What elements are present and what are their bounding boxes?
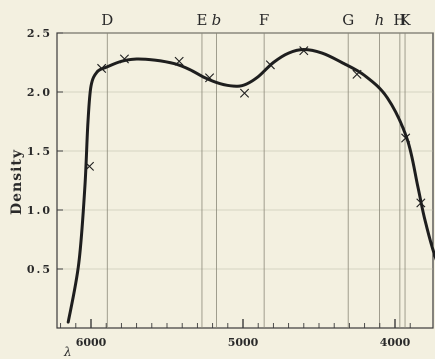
fraunhofer-label-D: D xyxy=(101,11,113,29)
y-tick-label: 1.0 xyxy=(27,204,52,217)
fraunhofer-label-H: H xyxy=(393,11,406,29)
density-curve xyxy=(66,48,435,324)
data-point-marker xyxy=(119,54,130,64)
data-point-marker xyxy=(84,161,95,171)
y-axis-label: Density xyxy=(9,149,25,215)
fraunhofer-label-E: E xyxy=(196,11,207,29)
plot-border xyxy=(56,32,434,329)
fraunhofer-label-b: b xyxy=(212,11,222,29)
y-tick-label: 2.0 xyxy=(27,86,52,99)
fraunhofer-label-G: G xyxy=(342,11,354,29)
plot-frame xyxy=(56,32,434,329)
data-point-marker xyxy=(401,133,411,143)
y-axis-ticks: 0.5 1.0 1.5 2.0 2.5 xyxy=(27,27,63,276)
x-tick-label: 4000 xyxy=(380,336,411,349)
data-point-marker xyxy=(97,63,107,73)
data-point-marker xyxy=(204,73,215,83)
y-tick-label: 1.5 xyxy=(27,145,52,158)
wavelength-symbol: λ xyxy=(63,345,72,359)
data-point-marker xyxy=(174,56,184,66)
fraunhofer-label-h: h xyxy=(375,11,385,29)
data-point-marker xyxy=(239,88,250,98)
data-point-marker xyxy=(299,46,309,56)
x-axis-ticks: 6000 5000 4000 xyxy=(60,319,411,349)
y-tick-label: 2.5 xyxy=(27,27,52,40)
fraunhofer-label-F: F xyxy=(259,11,269,29)
data-point-marker xyxy=(416,198,426,208)
grid-lines xyxy=(57,32,433,270)
data-point-marker xyxy=(265,60,275,70)
x-tick-label: 6000 xyxy=(76,336,107,349)
y-tick-label: 0.5 xyxy=(27,263,52,276)
data-points xyxy=(84,46,426,208)
fraunhofer-label-K: K xyxy=(399,11,411,29)
data-point-marker xyxy=(352,69,362,79)
x-tick-label: 5000 xyxy=(228,336,259,349)
